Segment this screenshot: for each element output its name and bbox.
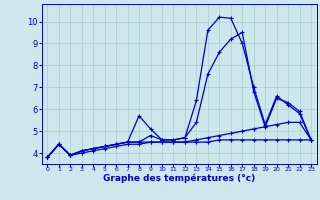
X-axis label: Graphe des températures (°c): Graphe des températures (°c) — [103, 174, 255, 183]
